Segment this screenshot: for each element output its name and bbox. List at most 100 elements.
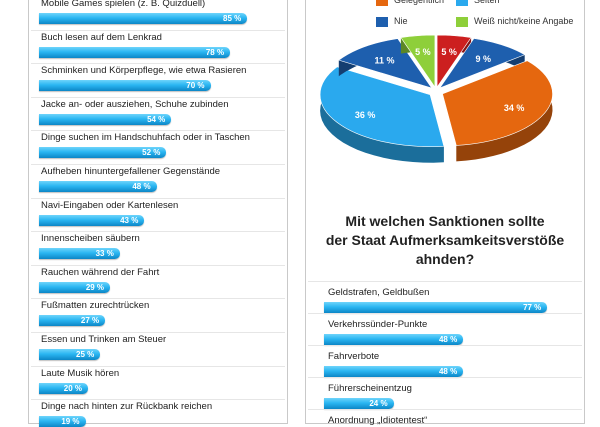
legend-swatch [456,0,468,6]
bar: 48 % [324,366,464,377]
pie-slice-top [442,60,553,146]
bar-category-label: Verkehrssünder-Punkte [328,319,428,330]
bar-category-label: Dinge nach hinten zur Rückbank reichen [41,401,213,413]
row-separator [31,365,285,367]
row-separator [31,197,285,199]
bar-value-label: 27 % [80,316,100,326]
row-separator [31,332,285,333]
bar-category-label: Führerscheinentzug [328,383,412,394]
legend-label: Nie [394,16,408,26]
bar: 20 % [39,382,88,394]
bar-value-label: 19 % [61,417,80,427]
bar-value-label: 25 % [76,350,95,359]
legend-swatch [376,16,388,27]
bar-category-label: Fußmatten zurechtrücken [41,300,150,312]
legend-item: Weiß nicht/keine Angabe [456,16,573,27]
bar-value-label: 20 % [63,383,82,393]
bar-category-label: Schminken und Körperpflege, wie etwa Ras… [41,65,247,77]
row-separator [308,281,582,282]
row-separator [308,313,582,314]
bar-category-label: Innenscheiben säubern [41,233,140,245]
bar: 33 % [39,248,120,260]
bar: 78 % [39,46,231,58]
bar: 27 % [39,315,106,327]
row-separator [308,409,582,410]
pie-chart: 5 % 9 % 34 % 36 % 11 % 5 % [319,34,553,163]
bar-category-label: Anordnung „Idiotentest“ [328,415,428,426]
legend-item: Gelegentlich [376,0,444,6]
pie-slice-top [439,38,526,89]
legend-label: Weiß nicht/keine Angabe [474,16,574,26]
row-separator [308,345,582,346]
pie-slice-label: 5 % [415,47,431,57]
legend-swatch [376,0,388,6]
bar-value-label: 70 % [186,81,205,91]
pie-slice-top [436,34,472,89]
pie-slice: 5 % [436,34,472,89]
sanctions-title-line: Mit welchen Sanktionen sollte [345,213,545,229]
bar-category-label: Rauchen während der Fahrt [41,266,160,278]
bar: 19 % [39,416,86,427]
row-separator [31,399,285,401]
bar-category-label: Buch lesen auf dem Lenkrad [41,31,162,43]
sanctions-chart-title: Mit welchen Sanktionen sollte der Staat … [306,212,584,269]
pie-slice-label: 34 % [504,103,525,113]
bar-category-label: Dinge suchen im Handschuhfach oder in Ta… [41,132,250,144]
bar-value-label: 48 % [132,182,151,191]
pie-slice: 5 % [400,34,436,89]
pie-slice-side [456,60,553,162]
bar-category-label: Navi-Eingaben oder Kartenlesen [41,199,179,211]
row-separator [31,164,285,165]
bar-category-label: Essen und Trinken am Steuer [41,334,167,345]
pie-slice-label: 11 % [374,55,394,65]
bar-category-label: Laute Musik hören [41,367,120,379]
bar: 24 % [324,398,394,409]
bar: 25 % [39,349,101,360]
bar-category-label: Jacke an- oder ausziehen, Schuhe zubinde… [41,98,229,110]
legend-item: Selten [456,0,500,6]
row-separator [31,298,285,300]
bar-category-label: Aufheben hinuntergefallener Gegenstände [41,166,221,177]
bar: 43 % [39,214,145,226]
bar-category-label: Mobile Games spielen (z. B. Quizduell) [41,0,206,9]
row-separator [31,29,285,31]
pie-slice-top [338,38,433,89]
row-separator [31,231,285,233]
pie-slice: 11 % [338,38,433,89]
bar: 48 % [39,181,157,192]
bar-value-label: 52 % [142,148,161,158]
pie-slice-label: 5 % [441,47,457,57]
pie-slice-label: 9 % [475,54,491,64]
bar: 29 % [39,281,111,293]
bar: 85 % [39,13,248,24]
pie-slice: 36 % [319,66,445,163]
legend-swatch [456,16,468,27]
row-separator [31,96,285,98]
bar-value-label: 33 % [95,249,114,259]
row-separator [31,130,285,132]
pie-slice-label: 36 % [355,110,376,120]
bar: 70 % [39,80,211,92]
bar-category-label: Fahrverbote [328,351,380,362]
bar-value-label: 48 % [438,335,458,344]
pie-slice-top [319,66,445,147]
bar: 77 % [324,302,548,313]
row-separator [31,63,285,65]
bar-value-label: 85 % [223,14,242,23]
activities-bar-chart: Mobile Games spielen (z. B. Quizduell) 85… [28,0,288,427]
right-panel: Gelegentlich Selten Nie Weiß nicht/keine An… [305,0,585,426]
bar-value-label: 29 % [85,282,105,292]
bar-value-label: 24 % [369,399,388,408]
bar-value-label: 43 % [120,215,139,225]
bar: 52 % [39,147,167,159]
legend-label: Gelegentlich [394,0,445,5]
bar: 48 % [324,334,464,345]
sanctions-title-line: ahnden? [415,251,475,267]
pie-slice-top [400,34,436,89]
sanctions-title-line: der Staat Aufmerksamkeitsverstöße [325,232,565,248]
bar: 54 % [39,113,172,125]
pie-slice-side [320,66,444,163]
legend-item: Nie [376,16,408,27]
pie-slice: 9 % [439,38,526,89]
row-separator [308,377,582,378]
